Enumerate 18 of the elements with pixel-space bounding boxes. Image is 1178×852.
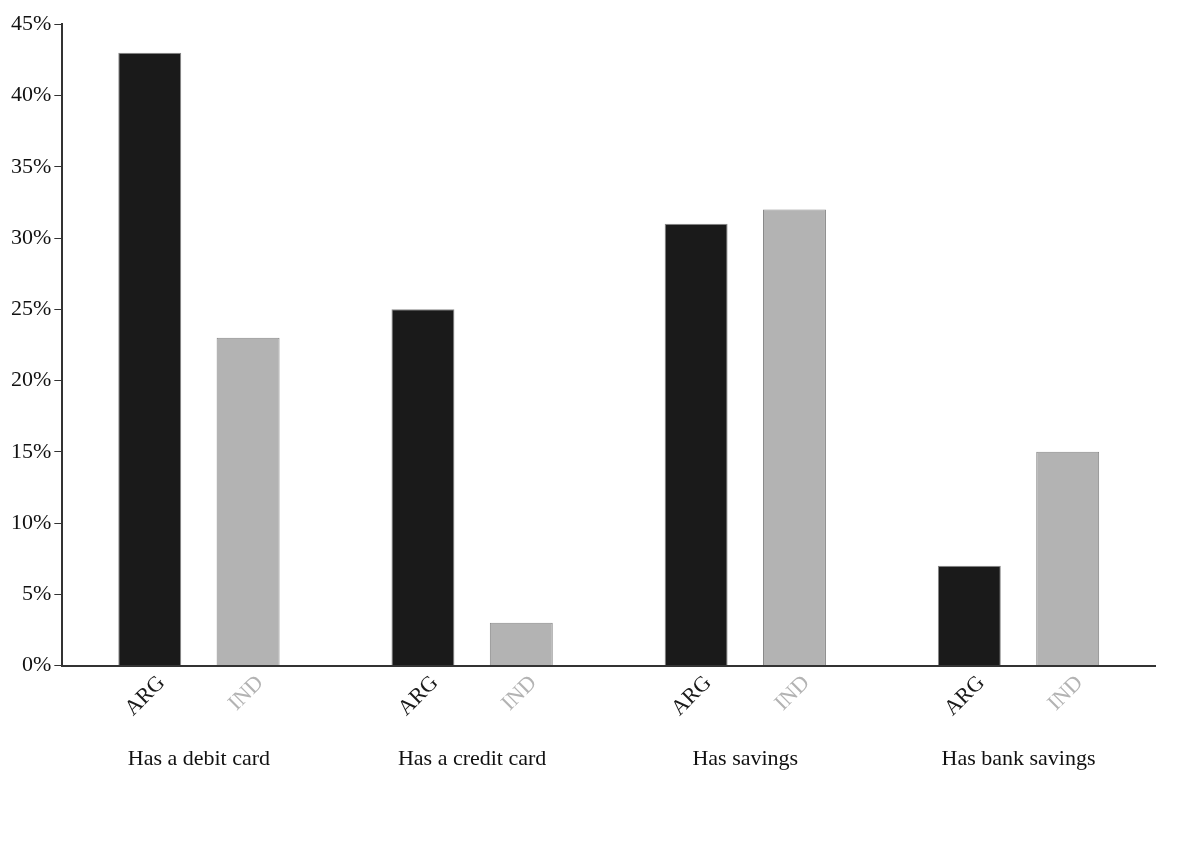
x-tick-label: Has a debit card [127, 744, 271, 770]
y-tick-label: 25% [11, 295, 52, 321]
x-tick-label: Has a credit card [397, 744, 547, 770]
text: IND [222, 669, 268, 715]
x-tick-label: Has bank savings [941, 744, 1096, 770]
text: IND [1041, 669, 1088, 715]
y-tick-label: 10% [11, 508, 52, 534]
y-tick-label: 0% [22, 651, 52, 677]
y-tick-label: 5% [22, 580, 52, 606]
y-tick-label: 30% [11, 223, 52, 249]
y-tick-label: 35% [11, 152, 52, 178]
text: IND [495, 669, 541, 715]
y-tick-label: 40% [11, 81, 52, 107]
y-tick-label: 20% [11, 366, 52, 392]
text: IND [768, 669, 815, 715]
y-tick-label: 45% [11, 9, 52, 35]
y-tick-label: 15% [11, 437, 52, 463]
x-tick-label: Has savings [692, 744, 799, 770]
